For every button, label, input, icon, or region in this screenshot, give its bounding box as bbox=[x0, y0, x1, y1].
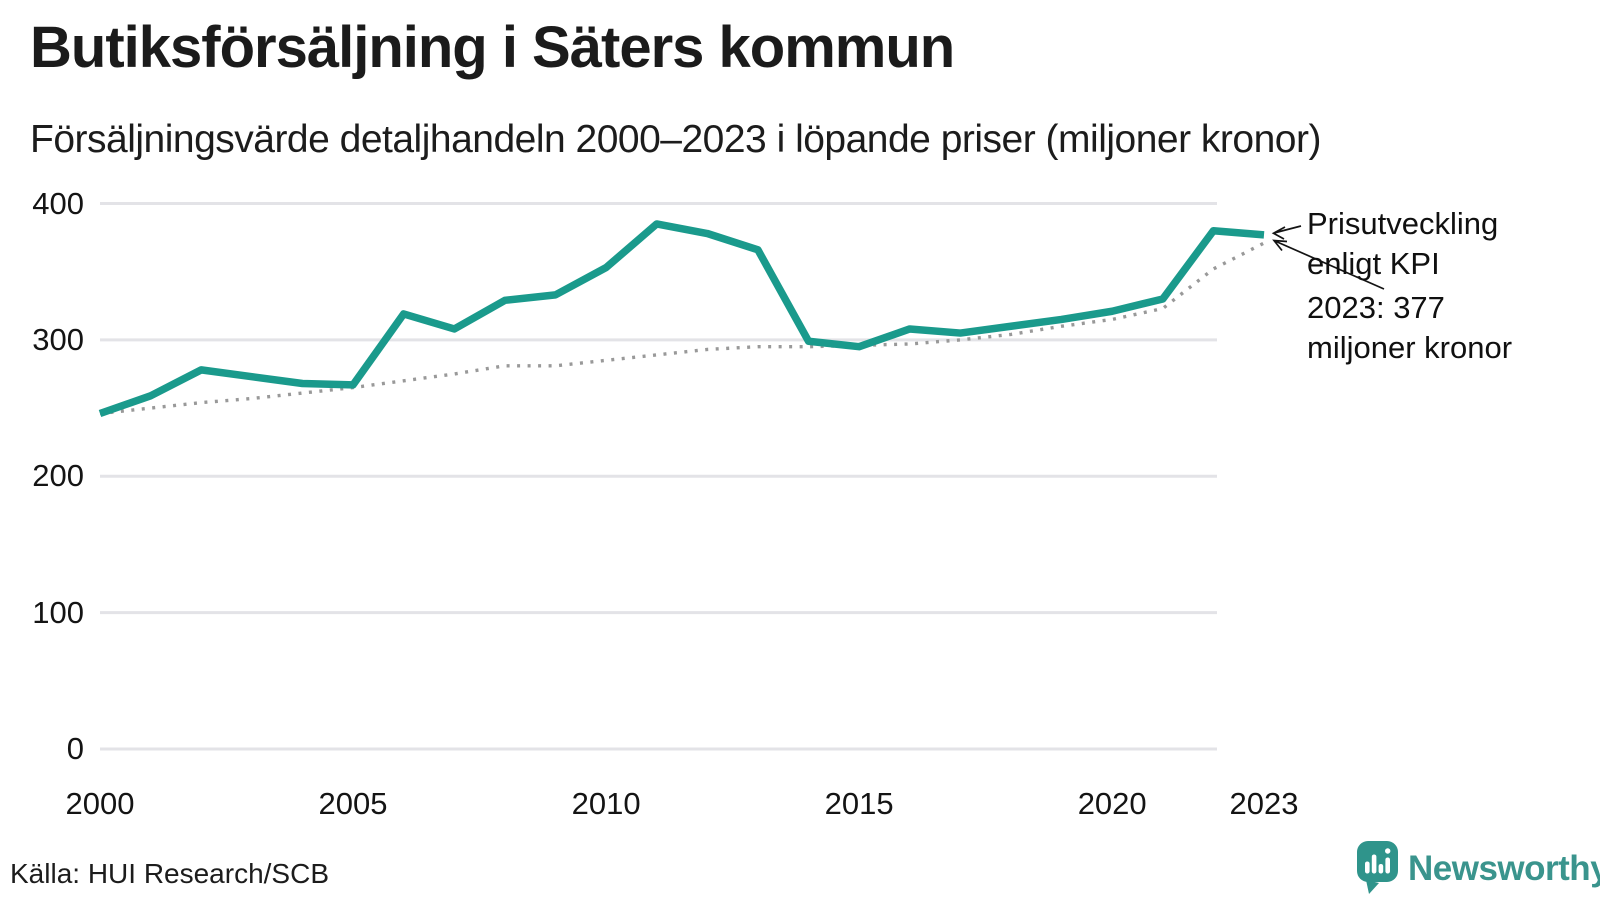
kpi-dotted-line bbox=[99, 241, 1265, 416]
y-tick-label-400: 400 bbox=[32, 185, 84, 221]
source-credit: Källa: HUI Research/SCB bbox=[10, 858, 330, 889]
x-tick-label-2000: 2000 bbox=[65, 786, 135, 821]
gridlines bbox=[100, 202, 1217, 751]
value-annotation: 2023: 377 miljoner kronor bbox=[1307, 288, 1512, 368]
newsworthy-icon bbox=[1357, 841, 1398, 894]
kpi-annotation-line2: enligt KPI bbox=[1307, 246, 1440, 281]
kpi-annotation: Prisutveckling enligt KPI bbox=[1307, 204, 1498, 284]
y-tick-label-100: 100 bbox=[32, 594, 84, 630]
newsworthy-logo: Newsworthy bbox=[1356, 840, 1600, 896]
value-annotation-line1: 2023: 377 bbox=[1307, 290, 1445, 325]
x-tick-label-2023: 2023 bbox=[1229, 786, 1299, 821]
sales-line bbox=[98, 220, 1265, 418]
newsworthy-wordmark: Newsworthy bbox=[1408, 849, 1600, 888]
arrow-to-kpi-line bbox=[1271, 225, 1302, 240]
x-tick-label-2010: 2010 bbox=[571, 786, 641, 821]
chart-subtitle: Försäljningsvärde detaljhandeln 2000–202… bbox=[30, 118, 1321, 161]
kpi-annotation-line1: Prisutveckling bbox=[1307, 206, 1499, 241]
annotation-arrows bbox=[1271, 225, 1385, 290]
y-tick-label-200: 200 bbox=[32, 458, 84, 494]
x-tick-label-2005: 2005 bbox=[318, 786, 388, 821]
y-tick-label-0: 0 bbox=[66, 731, 84, 766]
value-annotation-line2: miljoner kronor bbox=[1307, 330, 1513, 365]
y-tick-label-300: 300 bbox=[32, 321, 84, 357]
chart-title: Butiksförsäljning i Säters kommun bbox=[30, 15, 955, 80]
arrow-to-sales-line bbox=[1272, 239, 1385, 290]
x-tick-label-2015: 2015 bbox=[824, 786, 894, 821]
x-tick-label-2020: 2020 bbox=[1077, 786, 1147, 821]
